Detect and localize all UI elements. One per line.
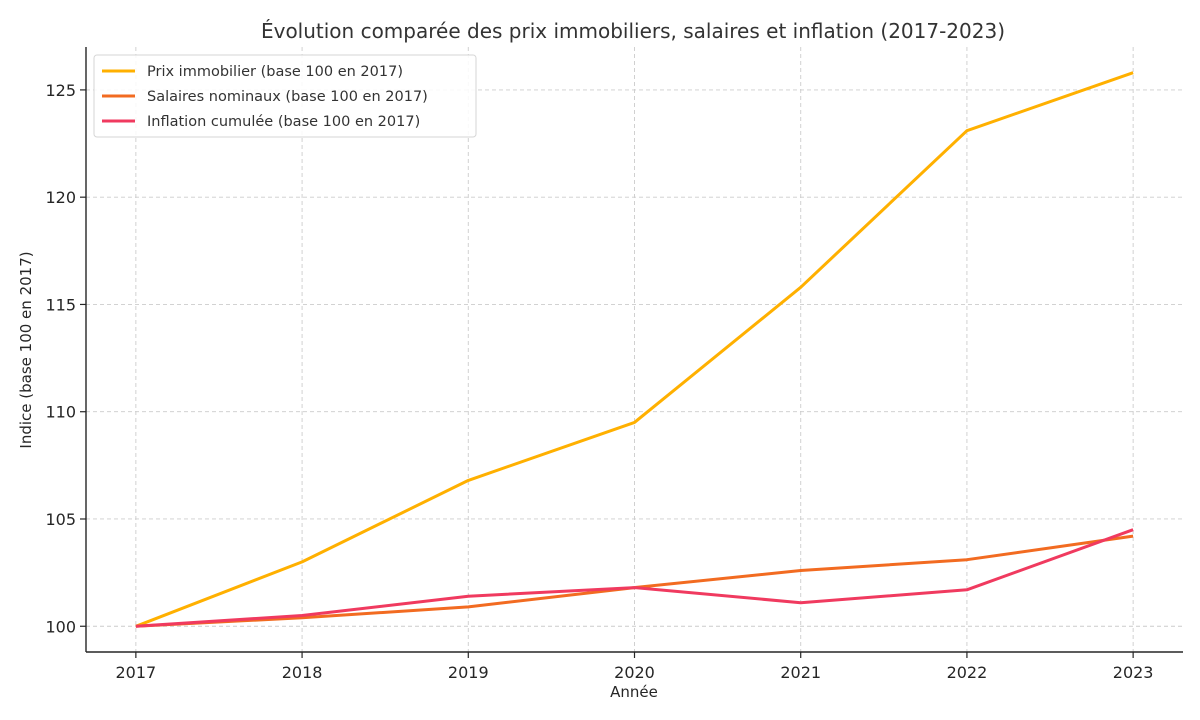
- x-tick-label: 2023: [1113, 663, 1154, 682]
- x-tick-label: 2021: [780, 663, 821, 682]
- y-tick-label: 100: [45, 617, 76, 636]
- x-tick-label: 2020: [614, 663, 655, 682]
- x-tick-label: 2019: [448, 663, 489, 682]
- series-line-prix-immobilier: [135, 71, 1134, 628]
- y-tick-label: 120: [45, 188, 76, 207]
- x-tick-label: 2018: [282, 663, 323, 682]
- legend-label: Inflation cumulée (base 100 en 2017): [147, 114, 420, 130]
- x-axis-ticks: 2017 2018 2019 2020 2021 2022 2023: [116, 652, 1154, 682]
- y-axis-ticks: 100 105 110 115 120 125: [45, 81, 86, 636]
- legend-label: Salaires nominaux (base 100 en 2017): [147, 89, 428, 105]
- chart-title: Évolution comparée des prix immobiliers,…: [261, 19, 1005, 43]
- legend: Prix immobilier (base 100 en 2017) Salair…: [93, 54, 477, 138]
- y-tick-label: 115: [45, 295, 76, 314]
- y-tick-label: 110: [45, 403, 76, 422]
- series-lines: [135, 71, 1134, 628]
- y-axis-label: Indice (base 100 en 2017): [17, 251, 35, 448]
- legend-label: Prix immobilier (base 100 en 2017): [147, 64, 403, 80]
- grid: [86, 47, 1183, 652]
- y-tick-label: 125: [45, 81, 76, 100]
- x-axis-label: Année: [610, 683, 658, 701]
- series-line-inflation-cumulee: [135, 528, 1134, 628]
- x-tick-label: 2022: [947, 663, 988, 682]
- y-tick-label: 105: [45, 510, 76, 529]
- x-tick-label: 2017: [116, 663, 157, 682]
- legend-frame: [93, 54, 477, 138]
